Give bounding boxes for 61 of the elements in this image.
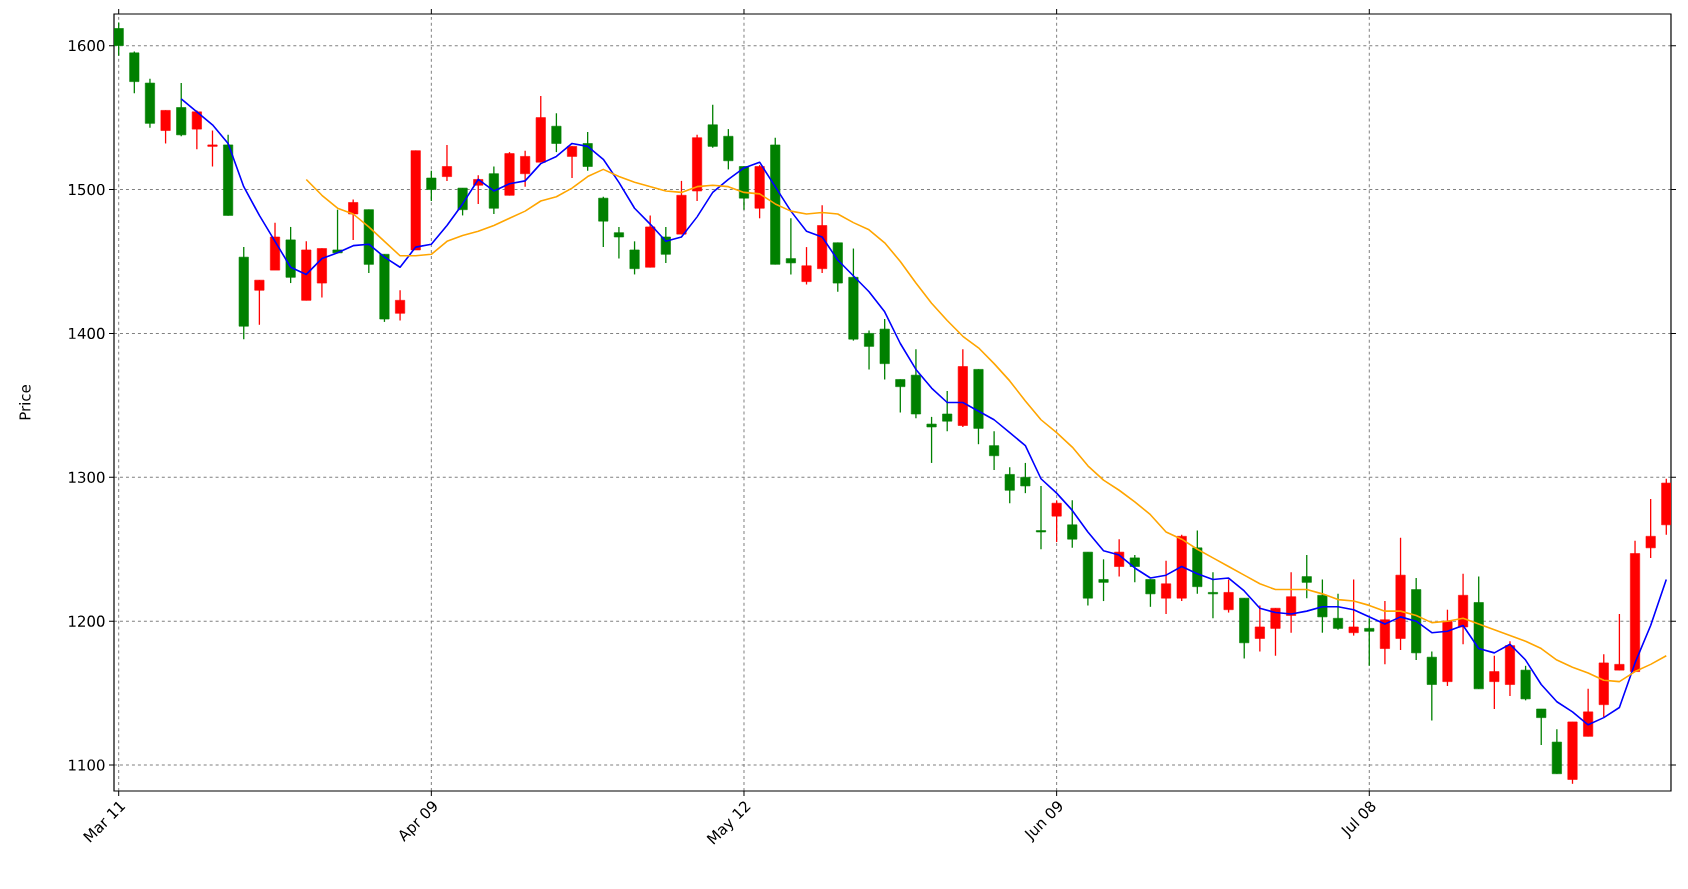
candlestick — [441, 144, 452, 182]
candlestick — [160, 109, 171, 145]
candlestick — [1286, 571, 1297, 634]
candlestick — [1004, 466, 1015, 504]
y-tick-label: 1300 — [69, 471, 105, 483]
candlestick — [785, 217, 796, 276]
candlestick — [1317, 578, 1328, 634]
candlestick — [114, 21, 124, 57]
candlestick — [707, 103, 718, 149]
candlestick — [629, 240, 640, 276]
candlestick — [395, 289, 406, 322]
y-tick-label: 1600 — [69, 39, 105, 52]
candlestick — [254, 279, 265, 326]
candlestick — [801, 246, 812, 286]
candlestick — [567, 145, 578, 179]
candlestick — [1067, 499, 1078, 549]
candlestick — [551, 112, 562, 153]
y-axis-title: Price — [19, 385, 31, 420]
candlestick — [1348, 578, 1359, 637]
candlestick — [1489, 655, 1500, 710]
candlestick — [207, 129, 218, 168]
candlestick — [660, 226, 671, 264]
y-tick-label: 1400 — [69, 327, 105, 340]
candlestick — [1020, 462, 1031, 494]
candlestick — [1098, 558, 1109, 602]
candlestick — [1129, 554, 1140, 583]
candlestick — [598, 196, 609, 248]
candlestick — [1645, 498, 1656, 559]
candlestick — [1145, 578, 1156, 608]
candlestick — [1223, 578, 1234, 614]
candlestick — [1051, 499, 1062, 543]
candlestick — [1270, 607, 1281, 657]
candlestick — [1536, 708, 1547, 746]
candlestick — [1036, 485, 1046, 550]
candlestick — [332, 209, 343, 254]
x-tick-label: Jun 09 — [1024, 801, 1062, 843]
candlestick — [942, 390, 953, 432]
candlestick — [1333, 593, 1344, 631]
candlestick — [1364, 617, 1375, 667]
candlestick — [926, 416, 937, 464]
candlestick — [1161, 560, 1172, 615]
candlestick — [348, 198, 359, 241]
candlestick — [1254, 604, 1265, 653]
candlestick — [426, 170, 437, 202]
x-tick-label: Jul 08 — [1341, 801, 1376, 840]
candlestick — [1207, 571, 1218, 619]
candlestick — [1114, 538, 1125, 578]
y-tick-label: 1200 — [69, 615, 105, 627]
candlestick — [1614, 613, 1625, 671]
candlestick — [582, 131, 593, 172]
candlestick — [520, 150, 531, 188]
y-tick-label: 1500 — [69, 183, 105, 196]
candlestick — [191, 109, 202, 150]
x-tick-label: Apr 09 — [399, 801, 437, 842]
y-tick-label: 1100 — [69, 759, 105, 771]
candlestick — [989, 430, 1000, 471]
candlestick — [613, 226, 624, 260]
candlestick — [864, 329, 875, 371]
candlestick — [895, 378, 906, 414]
x-tick-label: Mar 11 — [82, 801, 126, 843]
candlestick — [1301, 554, 1312, 599]
